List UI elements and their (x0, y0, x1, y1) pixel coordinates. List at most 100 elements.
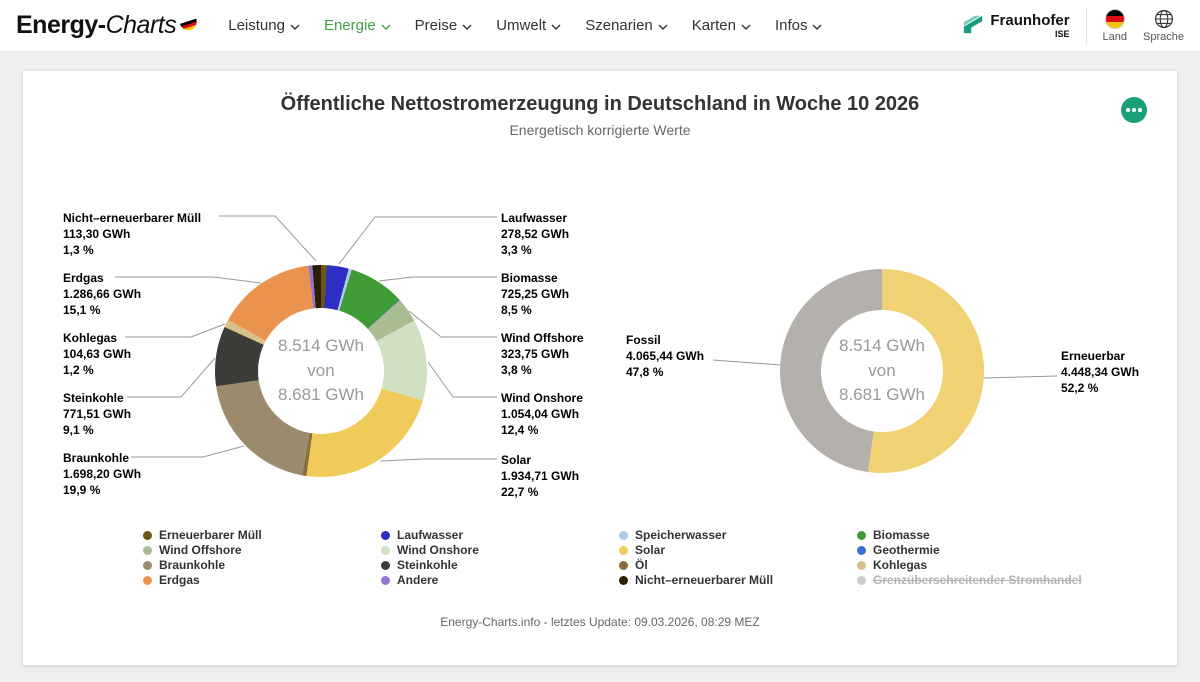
legend-item-wind-offshore[interactable]: Wind Offshore (143, 543, 381, 557)
energy-charts-logo[interactable]: Energy- Charts (16, 11, 200, 40)
legend-label: Öl (635, 558, 648, 572)
callout-value: 1.934,71 GWh (501, 469, 580, 483)
nav-item-energie[interactable]: Energie (324, 17, 391, 34)
nav-item-leistung[interactable]: Leistung (228, 17, 300, 34)
nav-label: Preise (414, 17, 458, 34)
sprache-label: Sprache (1143, 30, 1184, 43)
nav-item-karten[interactable]: Karten (692, 17, 751, 34)
chevron-down-icon (462, 24, 472, 30)
legend-item-biomasse[interactable]: Biomasse (857, 528, 1095, 542)
nav-item-umwelt[interactable]: Umwelt (496, 17, 561, 34)
legend-item-wind-onshore[interactable]: Wind Onshore (381, 543, 619, 557)
dot-icon (1132, 108, 1136, 112)
legend-item-grenzueberschreitender-stromhandel[interactable]: Grenzüberschreitender Stromhandel (857, 573, 1095, 587)
callout-percent: 19,9 % (63, 483, 101, 497)
legend-item-kohlegas[interactable]: Kohlegas (857, 558, 1095, 572)
callout-name: Steinkohle (63, 391, 124, 405)
legend-color-dot (619, 575, 628, 585)
legend-color-dot (857, 545, 866, 555)
callout-name: Erdgas (63, 271, 104, 285)
language-selector[interactable]: Sprache (1143, 9, 1184, 43)
nav-label: Energie (323, 17, 376, 34)
legend-color-dot (143, 560, 152, 570)
nav-item-preise[interactable]: Preise (415, 17, 473, 34)
center-von: von (307, 360, 335, 380)
legend-item-steinkohle[interactable]: Steinkohle (381, 558, 619, 572)
callout-fossil: Fossil 4.065,44 GWh 47,8 % (626, 332, 704, 380)
legend-item-speicherwasser[interactable]: Speicherwasser (619, 528, 857, 542)
legend-color-dot (619, 545, 628, 555)
donut-center-label: 8.514 GWh von 8.681 GWh (821, 310, 943, 432)
legend-item-geothermie[interactable]: Geothermie (857, 543, 1095, 557)
legend-color-dot (143, 530, 152, 540)
legend-column: Laufwasser Wind Onshore Steinkohle Ander… (381, 528, 619, 587)
center-von: von (868, 360, 896, 380)
nav-item-szenarien[interactable]: Szenarien (585, 17, 668, 34)
callout-name: Solar (501, 453, 532, 467)
legend-item-oel[interactable]: Öl (619, 558, 857, 572)
chart-options-button[interactable] (1121, 97, 1147, 123)
nav-label: Infos (774, 17, 808, 34)
callout-value: 1.286,66 GWh (63, 287, 142, 301)
callout-value: 113,30 GWh (63, 227, 131, 241)
callout-percent: 47,8 % (626, 365, 664, 379)
nav-label: Leistung (228, 17, 285, 34)
nav-item-infos[interactable]: Infos (775, 17, 823, 34)
callout-value: 1.698,20 GWh (63, 467, 142, 481)
legend-item-erneuerbarer-muell[interactable]: Erneuerbarer Müll (143, 528, 381, 542)
callout-braunkohle: Braunkohle 1.698,20 GWh 19,9 % (63, 450, 141, 498)
legend-label: Laufwasser (397, 528, 464, 542)
callout-erdgas: Erdgas 1.286,66 GWh 15,1 % (63, 270, 141, 318)
chevron-down-icon (551, 24, 561, 30)
callout-value: 323,75 GWh (501, 347, 570, 361)
callout-value: 278,52 GWh (501, 227, 570, 241)
legend-item-laufwasser[interactable]: Laufwasser (381, 528, 619, 542)
center-total: 8.681 GWh (839, 385, 925, 405)
callout-percent: 3,8 % (501, 363, 532, 377)
chart-area: 8.514 GWh von 8.681 GWh 8.514 GWh von 8.… (23, 144, 1177, 516)
callout-name: Nicht–erneuerbarer Müll (63, 211, 202, 225)
callout-value: 4.065,44 GWh (626, 349, 705, 363)
dot-icon (1126, 108, 1130, 112)
fraunhofer-wordmark: Fraunhofer (990, 11, 1070, 29)
legend-item-solar[interactable]: Solar (619, 543, 857, 557)
globe-icon (1154, 9, 1173, 28)
callout-percent: 1,3 % (63, 243, 94, 257)
legend-color-dot (143, 545, 152, 555)
country-selector[interactable]: Land (1103, 8, 1127, 43)
legend-label: Steinkohle (397, 558, 458, 572)
legend-color-dot (619, 560, 628, 570)
callout-name: Biomasse (501, 271, 558, 285)
legend-column: Biomasse Geothermie Kohlegas Grenzübersc… (857, 528, 1095, 587)
legend-color-dot (857, 575, 866, 585)
legend-item-andere[interactable]: Andere (381, 573, 619, 587)
legend-item-braunkohle[interactable]: Braunkohle (143, 558, 381, 572)
chart-legend: Erneuerbarer Müll Wind Offshore Braunkoh… (23, 528, 1177, 587)
callout-percent: 22,7 % (501, 485, 539, 499)
fraunhofer-emblem-icon (964, 15, 983, 33)
callout-biomasse: Biomasse 725,25 GWh 8,5 % (501, 270, 569, 318)
legend-label: Kohlegas (873, 558, 928, 572)
callout-name: Fossil (626, 333, 661, 347)
donut-chart-by-source[interactable]: 8.514 GWh von 8.681 GWh (215, 265, 427, 477)
callout-percent: 12,4 % (501, 423, 539, 437)
callout-name: Wind Onshore (501, 391, 583, 405)
legend-label: Braunkohle (159, 558, 226, 572)
donut-center-label: 8.514 GWh von 8.681 GWh (258, 308, 384, 434)
logo-text-energy: Energy- (16, 11, 106, 39)
legend-item-erdgas[interactable]: Erdgas (143, 573, 381, 587)
legend-label: Wind Offshore (159, 543, 242, 557)
fraunhofer-ise-logo[interactable]: Fraunhofer ISE (962, 11, 1070, 39)
legend-label: Erneuerbarer Müll (159, 528, 262, 542)
legend-color-dot (381, 545, 390, 555)
donut-chart-renewable-vs-fossil[interactable]: 8.514 GWh von 8.681 GWh (780, 269, 984, 473)
legend-label: Wind Onshore (397, 543, 479, 557)
callout-steinkohle: Steinkohle 771,51 GWh 9,1 % (63, 390, 131, 438)
callout-percent: 1,2 % (63, 363, 94, 377)
nav-label: Szenarien (585, 17, 653, 34)
callout-solar: Solar 1.934,71 GWh 22,7 % (501, 452, 579, 500)
legend-item-nicht-erneuerbarer-muell[interactable]: Nicht–erneuerbarer Müll (619, 573, 857, 587)
legend-label: Solar (635, 543, 666, 557)
callout-value: 4.448,34 GWh (1061, 365, 1140, 379)
nav-label: Umwelt (496, 17, 547, 34)
